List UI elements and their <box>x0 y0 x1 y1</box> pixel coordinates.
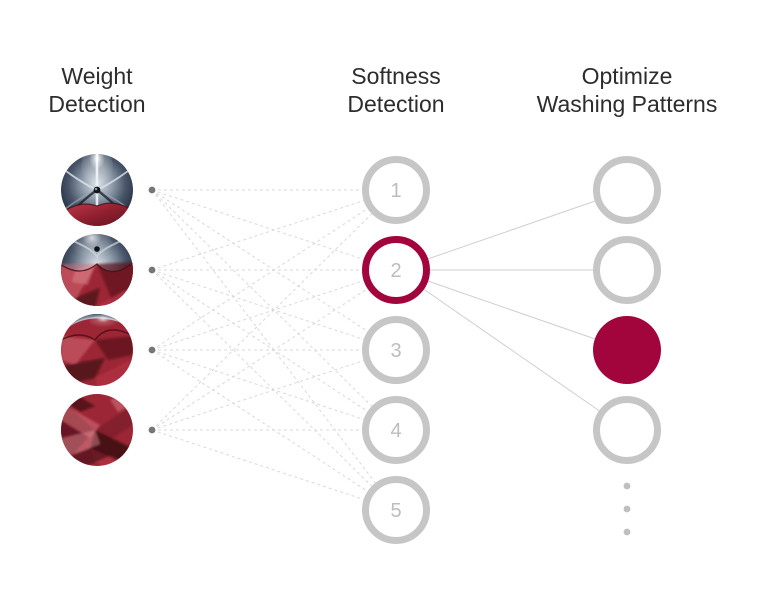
svg-text:5: 5 <box>390 500 401 522</box>
svg-text:3: 3 <box>390 340 401 362</box>
svg-text:2: 2 <box>390 260 401 282</box>
svg-text:1: 1 <box>390 180 401 202</box>
svg-text:4: 4 <box>390 420 401 442</box>
